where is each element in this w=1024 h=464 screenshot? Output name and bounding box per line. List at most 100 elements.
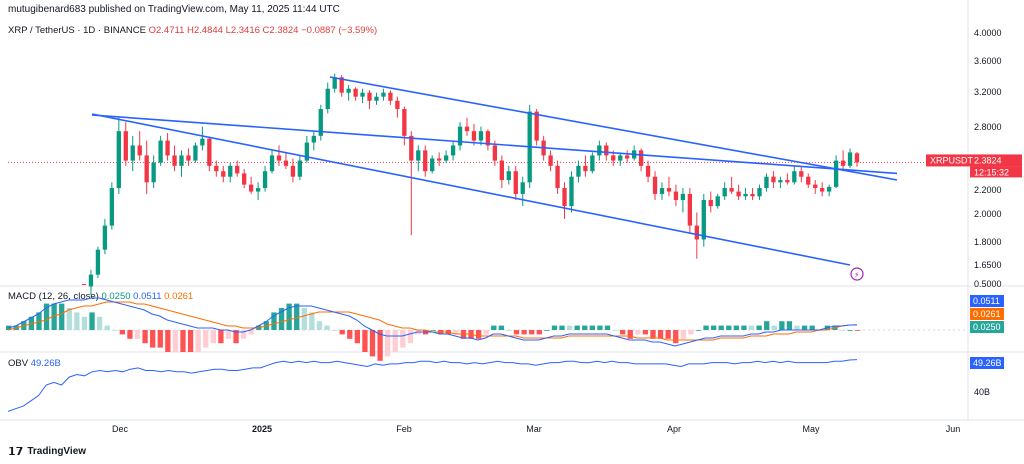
ohlc-close: C2.3824: [262, 25, 299, 36]
candle-body: [513, 171, 518, 194]
candle-body: [485, 131, 491, 146]
candle-body: [659, 188, 665, 194]
price-tick-label: 2.0000: [974, 209, 1002, 219]
macd-histogram-bar: [142, 330, 148, 344]
macd-histogram-bar: [726, 325, 732, 330]
macd-histogram-bar: [627, 330, 633, 339]
candle-body: [318, 109, 323, 136]
ohlc-open: O2.4711: [148, 25, 185, 36]
macd-histogram-bar: [847, 330, 853, 331]
macd-histogram-bar: [331, 330, 338, 331]
macd-histogram-bar: [172, 330, 179, 352]
candle-body: [757, 188, 762, 197]
macd-histogram-bar: [385, 330, 391, 357]
candle-body: [109, 188, 115, 226]
macd-histogram-bar: [597, 325, 603, 330]
macd-histogram-bar: [544, 330, 550, 331]
candle-body: [471, 131, 477, 141]
x-tick-label: 2025: [252, 424, 272, 434]
price-tick-label: 2.8000: [974, 122, 1002, 132]
macd-histogram-bar: [733, 325, 740, 330]
candle-body: [158, 140, 163, 163]
candle-body: [367, 92, 372, 101]
macd-histogram-bar: [203, 330, 209, 348]
candle-body: [715, 196, 720, 207]
candle-body: [799, 171, 804, 177]
candle-body: [81, 284, 87, 285]
macd-histogram-bar: [400, 330, 406, 348]
candle-body: [374, 96, 379, 101]
macd-histogram-bar: [119, 330, 126, 335]
macd-histogram-bar: [294, 303, 300, 330]
candle-body: [311, 135, 316, 143]
candle-body: [785, 180, 790, 183]
macd-histogram-bar: [710, 325, 717, 330]
symbol-info: XRP / TetherUS · 1D · BINANCE O2.4711 H2…: [8, 25, 377, 36]
candle-body: [360, 92, 365, 97]
obv-tick-label: 40B: [974, 387, 990, 397]
macd-histogram-bar: [127, 330, 133, 339]
candle-body: [193, 145, 198, 161]
macd-value-signal: 0.0261: [164, 291, 194, 302]
candle-body: [562, 188, 567, 207]
candle-body: [708, 199, 713, 207]
price-tick-label: 0.5000: [974, 279, 1002, 289]
macd-histogram-bar: [475, 330, 482, 339]
candle-body: [778, 180, 783, 183]
candle-body: [729, 188, 734, 192]
candle-body: [450, 145, 456, 156]
macd-histogram-bar: [771, 325, 777, 330]
candle-body: [179, 155, 184, 166]
macd-histogram-bar: [43, 303, 50, 330]
candle-body: [346, 88, 351, 93]
candle-body: [687, 193, 693, 226]
candle-body: [214, 165, 219, 172]
price-tick-label: 3.2000: [974, 87, 1002, 97]
macd-histogram-bar: [278, 308, 285, 330]
macd-value-hist: 0.0250: [101, 291, 131, 302]
candle-body: [395, 100, 400, 110]
tradingview-logo-icon: 𝟭𝟳: [8, 446, 24, 458]
macd-histogram-bar: [566, 325, 573, 330]
x-tick-label: Apr: [667, 424, 681, 434]
candle-body: [611, 155, 616, 161]
candle-body: [576, 165, 581, 177]
candle-body: [235, 165, 240, 174]
candle-body: [416, 150, 421, 161]
macd-histogram-bar: [134, 330, 141, 339]
macd-histogram-bar: [74, 312, 80, 330]
macd-histogram-bar: [59, 303, 65, 330]
tradingview-watermark[interactable]: 𝟭𝟳 TradingView: [8, 445, 86, 458]
obv-line: [7, 359, 858, 412]
candle-body: [430, 158, 435, 172]
candle-body: [673, 191, 679, 200]
candle-body: [820, 188, 825, 192]
candle-body: [597, 145, 602, 156]
macd-histogram-bar: [187, 330, 194, 352]
candle-body: [102, 225, 108, 250]
macd-histogram-bar: [392, 330, 398, 352]
price-tick-label: 4.0000: [974, 28, 1002, 38]
candle-body: [771, 176, 776, 183]
price-tick-label: 1.6500: [974, 260, 1002, 270]
macd-histogram-bar: [801, 325, 808, 330]
macd-histogram-bar: [301, 308, 307, 330]
price-badge-ticker: XRPUSDT: [930, 155, 974, 165]
candle-body: [840, 160, 846, 166]
macd-histogram-bar: [703, 325, 709, 330]
obv-title: OBV: [8, 358, 29, 369]
macd-histogram-bar: [756, 325, 762, 330]
macd-value-line: 0.0511: [133, 291, 162, 302]
trendline-upper: [91, 114, 898, 175]
macd-histogram-bar: [680, 330, 686, 339]
macd-axis-badge: [970, 308, 1004, 320]
macd-histogram-bar: [218, 330, 224, 344]
macd-histogram-bar: [96, 316, 103, 330]
candle-body: [826, 186, 832, 192]
alert-bolt-icon: [850, 267, 864, 281]
candle-body: [123, 131, 128, 161]
macd-histogram-bar: [673, 330, 679, 344]
macd-histogram-bar: [157, 330, 163, 348]
candle-body: [750, 193, 755, 197]
